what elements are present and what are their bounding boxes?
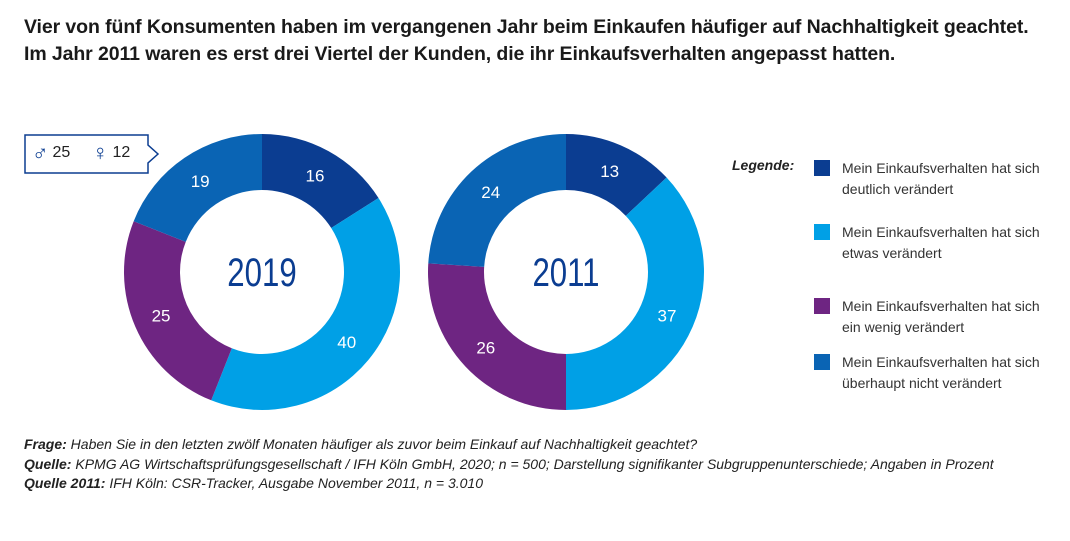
data-label: 13 [600, 162, 619, 181]
female-stat: ♀ 12 [92, 140, 131, 165]
data-label: 24 [481, 183, 500, 202]
donut-slice [133, 134, 262, 242]
footer-quelle: Quelle: KPMG AG Wirtschaftsprüfungsgesel… [24, 455, 1054, 475]
female-icon: ♀ [92, 140, 109, 165]
quelle-2011-label: Quelle 2011: [24, 475, 106, 491]
headline: Vier von fünf Konsumenten haben im verga… [24, 16, 1029, 65]
footer-notes: Frage: Haben Sie in den letzten zwölf Mo… [24, 435, 1054, 494]
callout-frame [24, 134, 160, 174]
donut-slice [428, 263, 566, 410]
data-label: 37 [657, 307, 676, 326]
frage-label: Frage: [24, 436, 67, 452]
data-label: 40 [337, 333, 356, 352]
legend-label: Mein Einkaufsverhalten hat sich etwas ve… [842, 224, 1040, 261]
quelle-text: KPMG AG Wirtschaftsprüfungsgesellschaft … [71, 455, 994, 472]
frage-text: Haben Sie in den letzten zwölf Monaten h… [66, 436, 698, 452]
data-label: 25 [152, 307, 171, 326]
center-year-label: 2019 [227, 250, 296, 295]
donut-slice [428, 134, 566, 267]
data-label: 16 [306, 167, 325, 186]
legend-label: Mein Einkaufsverhalten hat sich überhaup… [842, 354, 1040, 391]
legend-item-deutlich: Mein Einkaufsverhalten hat sich deutlich… [814, 158, 1052, 200]
male-icon: ♂ [32, 140, 49, 165]
legend-swatch [814, 354, 830, 370]
male-value: 25 [52, 144, 71, 161]
male-stat: ♂ 25 [32, 140, 71, 165]
legend-label: Mein Einkaufsverhalten hat sich deutlich… [842, 160, 1040, 197]
legend-swatch [814, 224, 830, 240]
footer-frage: Frage: Haben Sie in den letzten zwölf Mo… [24, 435, 1054, 455]
data-label: 19 [191, 172, 210, 191]
quelle-label: Quelle: [24, 455, 72, 472]
legend-swatch [814, 160, 830, 176]
legend-swatch [814, 298, 830, 314]
donut-slice [566, 134, 667, 216]
donut-slice [566, 177, 704, 410]
quelle-2011-text: IFH Köln: CSR-Tracker, Ausgabe November … [105, 475, 483, 491]
donut-slice [211, 198, 400, 410]
data-label: 26 [476, 338, 495, 357]
footer-quelle-2011: Quelle 2011: IFH Köln: CSR-Tracker, Ausg… [24, 474, 1054, 494]
female-value: 12 [112, 144, 131, 161]
legend-item-nicht: Mein Einkaufsverhalten hat sich überhaup… [814, 352, 1052, 394]
legend-item-wenig: Mein Einkaufsverhalten hat sich ein weni… [814, 296, 1052, 338]
center-year-label: 2011 [532, 250, 599, 295]
donut-slice [262, 134, 379, 229]
legend-title: Legende: [732, 157, 795, 173]
legend-label: Mein Einkaufsverhalten hat sich ein weni… [842, 298, 1040, 335]
legend-item-etwas: Mein Einkaufsverhalten hat sich etwas ve… [814, 222, 1052, 264]
gender-callout: ♂ 25 ♀ 12 [24, 134, 160, 174]
donut-slice [124, 221, 232, 401]
